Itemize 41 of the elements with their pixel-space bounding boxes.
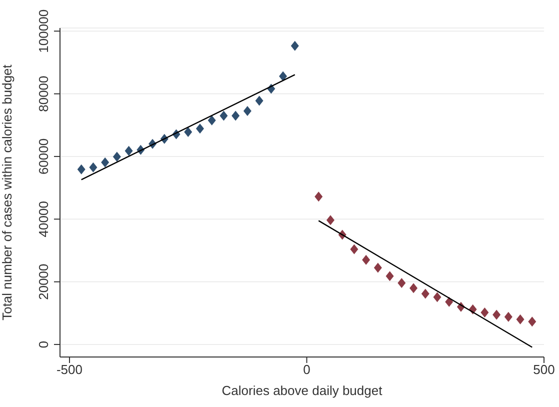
point bbox=[492, 310, 501, 320]
point bbox=[184, 127, 192, 138]
point bbox=[208, 115, 216, 126]
point bbox=[196, 124, 204, 134]
point bbox=[421, 288, 430, 299]
point bbox=[445, 296, 454, 307]
point bbox=[480, 308, 489, 318]
y-tick-label: 80000 bbox=[36, 76, 51, 112]
x-tick-label: -500 bbox=[56, 362, 83, 378]
x-axis-title: Calories above daily budget bbox=[222, 383, 383, 398]
point bbox=[386, 271, 394, 282]
point bbox=[255, 96, 264, 106]
point bbox=[101, 157, 110, 168]
point bbox=[243, 106, 252, 116]
point bbox=[516, 314, 524, 324]
point bbox=[374, 262, 382, 273]
point bbox=[89, 162, 98, 172]
point bbox=[112, 152, 121, 162]
point bbox=[433, 292, 442, 302]
x-tick-label: 0 bbox=[303, 362, 310, 378]
y-tick-label: 20000 bbox=[36, 264, 51, 300]
point bbox=[398, 278, 406, 288]
point bbox=[528, 316, 536, 327]
point bbox=[410, 283, 418, 294]
x-tick-label: 500 bbox=[533, 362, 555, 378]
point bbox=[77, 164, 86, 174]
y-tick-label: 0 bbox=[36, 340, 51, 348]
point bbox=[504, 312, 512, 322]
y-tick-label: 60000 bbox=[36, 138, 51, 175]
y-tick-label: 40000 bbox=[36, 201, 51, 238]
point bbox=[314, 192, 323, 202]
point bbox=[124, 146, 133, 156]
point bbox=[350, 244, 358, 254]
point bbox=[290, 40, 299, 51]
y-tick-label: 100000 bbox=[36, 9, 51, 53]
point bbox=[362, 254, 370, 265]
point bbox=[232, 110, 240, 121]
point bbox=[326, 215, 334, 226]
y-axis-title: Total number of cases within calories budget bbox=[0, 64, 15, 320]
point bbox=[220, 110, 228, 121]
point bbox=[279, 71, 288, 82]
